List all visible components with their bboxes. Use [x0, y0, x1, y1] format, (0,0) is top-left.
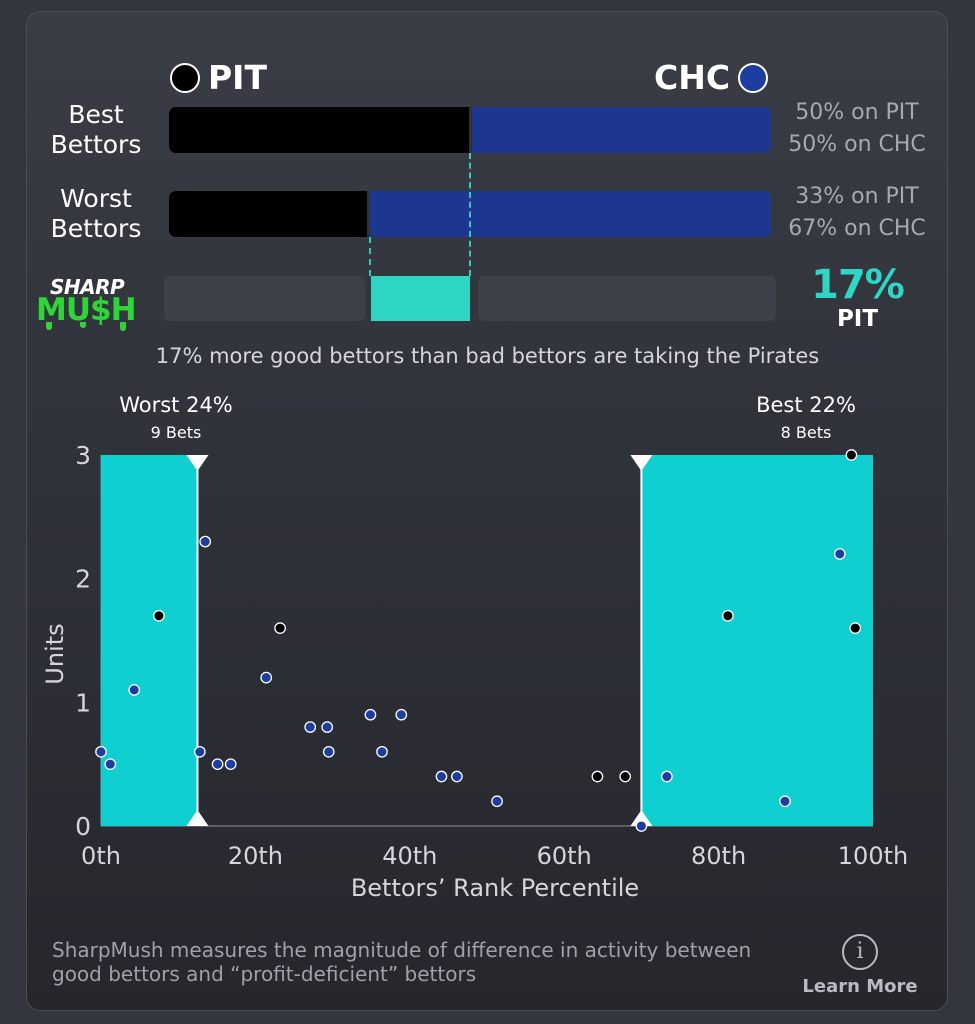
y-tick-label: 3 — [75, 441, 91, 470]
x-tick-label: 100th — [838, 842, 908, 870]
worst-bettors-label: Worst Bettors — [30, 184, 162, 244]
worst-chc-segment — [369, 191, 771, 237]
worst-split-connector — [369, 237, 371, 276]
data-point-chc — [128, 684, 141, 696]
best-chc-pct: 50% on CHC — [788, 132, 926, 157]
zone-boundary-bottom-marker-0 — [186, 810, 209, 826]
best-zone-bets: 8 Bets — [780, 423, 832, 442]
team-b-header: CHC — [654, 58, 769, 97]
footer-description: SharpMush measures the magnitude of diff… — [52, 938, 752, 986]
zone-boundary-top-marker-0 — [186, 455, 209, 471]
best-bar-divider — [468, 107, 472, 153]
data-point-chc — [199, 535, 212, 548]
best-pit-segment — [169, 107, 469, 153]
data-point-chc — [211, 758, 224, 771]
worst-chc-pct: 67% on CHC — [788, 216, 926, 241]
x-tick-label: 20th — [228, 842, 283, 870]
best-pit-pct: 50% on PIT — [795, 100, 919, 125]
data-point-chc — [321, 721, 334, 733]
logo-top-text: SHARP — [50, 275, 125, 299]
data-point-chc — [193, 745, 206, 758]
best-bettors-percentages: 50% on PIT 50% on CHC — [776, 97, 938, 161]
x-tick-label: 40th — [382, 842, 437, 870]
data-point-chc — [635, 820, 648, 832]
sharpmush-logo: SHARP MU$H — [36, 275, 152, 331]
data-point-pit — [845, 449, 858, 461]
data-point-chc — [833, 548, 846, 560]
data-point-chc — [395, 708, 408, 721]
zone-boundary-top-marker-1 — [630, 455, 653, 471]
logo-drip — [80, 322, 86, 328]
worst-pit-segment — [169, 191, 367, 237]
logo-drip — [46, 322, 52, 330]
worst-zone-bets: 9 Bets — [150, 423, 202, 442]
highlight-zone-0 — [101, 455, 198, 826]
worst-label-line1: Worst — [60, 184, 132, 213]
worst-zone-title: Worst 24% — [119, 393, 233, 417]
data-point-chc — [451, 770, 463, 783]
best-chc-segment — [471, 107, 771, 153]
data-point-pit — [274, 622, 286, 634]
worst-bettors-bar — [169, 191, 771, 237]
data-point-pit — [591, 770, 604, 783]
data-point-chc — [779, 795, 791, 808]
y-axis-label: Units — [41, 623, 69, 685]
data-point-chc — [435, 770, 448, 783]
best-bettors-bar — [169, 107, 771, 153]
data-point-pit — [722, 609, 734, 622]
team-b-label: CHC — [654, 58, 731, 97]
best-label-line1: Best — [68, 100, 124, 129]
difference-team: PIT — [836, 306, 879, 332]
team-a-header: PIT — [170, 58, 267, 97]
data-point-chc — [104, 758, 117, 771]
best-bettors-label: Best Bettors — [30, 100, 162, 160]
x-axis-label: Bettors’ Rank Percentile — [350, 874, 640, 902]
data-point-chc — [95, 745, 107, 758]
team-a-dot-icon — [170, 62, 200, 93]
team-a-label: PIT — [208, 58, 267, 97]
logo-bottom-text: MU$H — [36, 292, 137, 328]
data-point-chc — [491, 795, 503, 808]
x-tick-label: 80th — [691, 842, 746, 870]
y-tick-label: 1 — [75, 688, 91, 717]
info-icon[interactable]: i — [842, 934, 878, 970]
worst-label-line2: Bettors — [50, 214, 142, 243]
data-point-pit — [153, 609, 165, 622]
data-point-pit — [849, 622, 862, 634]
zone-boundary-bottom-marker-1 — [630, 810, 653, 826]
difference-value: 17% — [811, 262, 905, 308]
data-point-chc — [224, 758, 237, 771]
data-point-chc — [376, 745, 388, 758]
data-point-chc — [260, 671, 273, 684]
data-point-pit — [619, 770, 632, 783]
difference-track-right — [478, 276, 776, 321]
data-point-chc — [661, 770, 673, 783]
data-point-chc — [364, 708, 377, 721]
x-tick-label: 0th — [81, 842, 121, 870]
y-tick-label: 0 — [75, 812, 91, 841]
worst-bar-divider — [366, 191, 370, 237]
difference-fill — [371, 276, 470, 321]
worst-pit-pct: 33% on PIT — [795, 184, 919, 209]
difference-track-left — [164, 276, 365, 321]
learn-more-link[interactable]: Learn More — [802, 976, 918, 997]
y-tick-label: 2 — [75, 565, 91, 594]
summary-text: 17% more good bettors than bad bettors a… — [155, 344, 820, 368]
highlight-zone-1 — [641, 455, 873, 826]
best-zone-title: Best 22% — [756, 393, 856, 417]
rank-percentile-scatter-chart: 0 1 2 3 0th 20th 40th 60th 80th 100th — [75, 441, 908, 870]
data-point-chc — [322, 745, 335, 758]
worst-bettors-percentages: 33% on PIT 67% on CHC — [776, 181, 938, 245]
data-point-chc — [304, 721, 317, 733]
x-tick-label: 60th — [537, 842, 592, 870]
best-split-connector — [469, 153, 471, 276]
logo-drip — [120, 322, 126, 331]
team-b-dot-icon — [738, 62, 769, 93]
best-label-line2: Bettors — [50, 130, 142, 159]
